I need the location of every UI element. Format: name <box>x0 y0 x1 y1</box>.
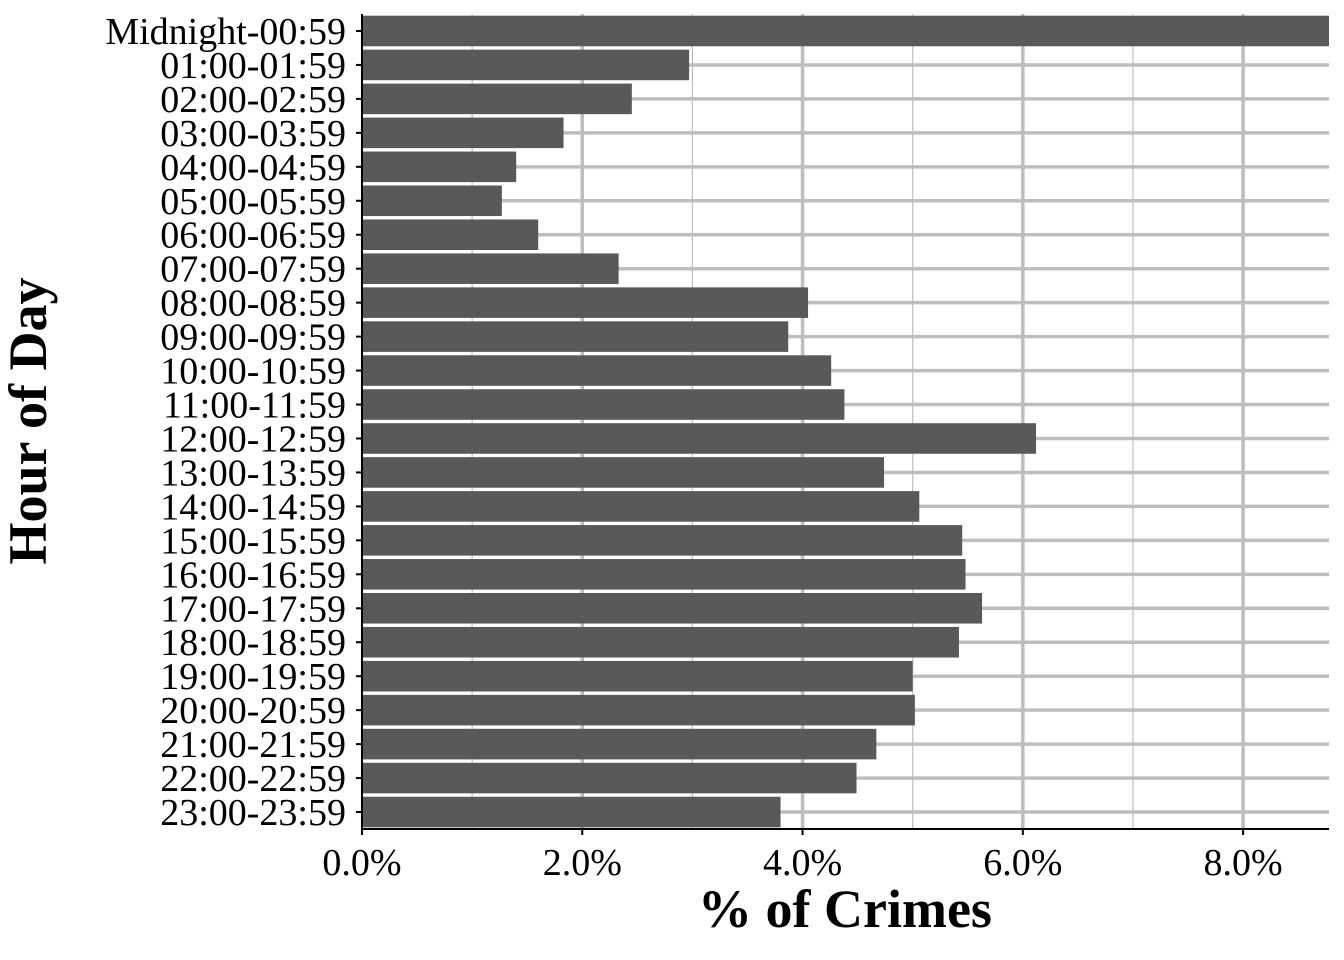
y-tick-label: 01:00-01:59 <box>160 45 346 87</box>
bar <box>362 559 966 590</box>
y-tick-label: 07:00-07:59 <box>160 249 346 291</box>
y-tick-label: 14:00-14:59 <box>160 486 346 528</box>
y-tick-label: 23:00-23:59 <box>160 792 346 834</box>
y-tick-label: 16:00-16:59 <box>160 554 346 596</box>
y-tick-label: 21:00-21:59 <box>160 724 346 766</box>
bars <box>362 15 1329 828</box>
bar <box>362 219 539 251</box>
y-tick-label: 13:00-13:59 <box>160 452 346 494</box>
y-tick-label: Midnight-00:59 <box>105 11 346 53</box>
bar <box>362 457 885 488</box>
x-tick-label: 8.0% <box>1204 842 1283 884</box>
bar <box>362 762 857 794</box>
bar <box>362 185 502 217</box>
bar <box>362 15 1329 47</box>
y-tick-label: 12:00-12:59 <box>160 418 346 460</box>
bar <box>362 389 845 420</box>
bar <box>362 660 913 692</box>
bar <box>362 355 832 386</box>
x-tick-label: 2.0% <box>543 842 622 884</box>
bar <box>362 525 963 556</box>
bar <box>362 83 632 115</box>
y-tick-label: 03:00-03:59 <box>160 113 346 155</box>
y-tick-label: 18:00-18:59 <box>160 622 346 664</box>
x-tick-label: 0.0% <box>322 842 401 884</box>
tick-labels: Midnight-00:5901:00-01:5902:00-02:5903:0… <box>105 11 1282 884</box>
y-tick-label: 17:00-17:59 <box>160 588 346 630</box>
y-tick-label: 08:00-08:59 <box>160 283 346 325</box>
bar <box>362 423 1037 454</box>
x-tick-label: 6.0% <box>983 842 1062 884</box>
bar <box>362 151 517 183</box>
y-tick-label: 19:00-19:59 <box>160 656 346 698</box>
axes <box>356 14 1329 835</box>
bar <box>362 287 809 318</box>
y-tick-label: 11:00-11:59 <box>163 385 346 427</box>
y-tick-label: 22:00-22:59 <box>160 758 346 800</box>
y-tick-label: 04:00-04:59 <box>160 147 346 189</box>
bar <box>362 796 781 828</box>
bar <box>362 253 619 284</box>
y-tick-label: 02:00-02:59 <box>160 79 346 121</box>
y-tick-label: 20:00-20:59 <box>160 690 346 732</box>
bar <box>362 321 789 352</box>
bar <box>362 491 920 522</box>
y-tick-label: 06:00-06:59 <box>160 215 346 257</box>
bar <box>362 728 877 760</box>
x-axis-title: % of Crimes <box>698 879 992 939</box>
y-tick-label: 10:00-10:59 <box>160 351 346 393</box>
y-tick-label: 05:00-05:59 <box>160 181 346 223</box>
y-tick-label: 15:00-15:59 <box>160 520 346 562</box>
bar <box>362 626 959 658</box>
y-tick-label: 09:00-09:59 <box>160 317 346 359</box>
bar <box>362 49 690 81</box>
bar <box>362 117 564 149</box>
bar <box>362 592 983 624</box>
x-tick-label: 4.0% <box>763 842 842 884</box>
y-axis-title: Hour of Day <box>0 277 58 564</box>
bar <box>362 694 915 726</box>
